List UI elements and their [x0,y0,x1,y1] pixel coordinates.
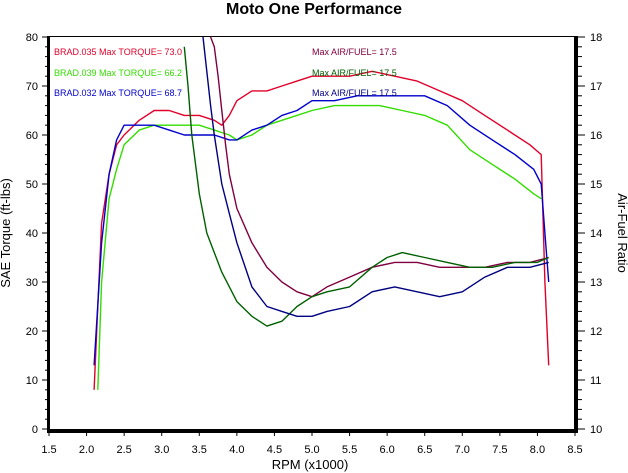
y-axis-label: SAE Torque (ft-lbs) [0,178,13,288]
series-line-afr-032 [202,36,549,317]
legend-entry-afr-035: Max AIR/FUEL= 17.5 [312,47,397,57]
y-tick-label: 10 [26,375,38,387]
x-tick-label: 7.5 [492,444,507,456]
x-tick-label: 1.5 [41,444,56,456]
x-tick-label: 5.5 [342,444,357,456]
y2-tick-label: 12 [590,326,602,338]
y2-tick-label: 15 [590,179,602,191]
legend: BRAD.035 Max TORQUE= 73.0 BRAD.039 Max T… [54,47,397,98]
y2-axis-ticks: 10 11 12 13 14 15 16 17 18 [578,32,602,436]
plot-frame-left [47,36,50,432]
x-tick-label: 4.0 [229,444,244,456]
series-line-afr-039 [183,46,549,327]
y2-tick-label: 11 [590,375,601,387]
y2-tick-label: 14 [590,228,602,240]
y-tick-label: 60 [26,130,38,142]
y-tick-label: 80 [26,32,38,44]
y-tick-label: 30 [26,277,38,289]
x-axis-label: RPM (x1000) [272,457,349,472]
chart-title: Moto One Performance [226,1,402,18]
x-tick-label: 3.0 [154,444,169,456]
y-axis-ticks: 0 10 20 30 40 50 60 70 80 [26,32,49,436]
y2-tick-label: 16 [590,130,602,142]
y2-tick-label: 17 [590,81,602,93]
plot-frame-top [47,36,575,37]
x-tick-label: 6.5 [417,444,432,456]
legend-entry-afr-039: Max AIR/FUEL= 17.5 [312,68,397,78]
x-tick-label: 8.5 [567,444,582,456]
series-line-brad-032 [93,95,550,366]
y-tick-label: 40 [26,228,38,240]
y-tick-label: 70 [26,81,38,93]
legend-entry-brad032: BRAD.032 Max TORQUE= 68.7 [54,88,182,98]
series-line-brad-039 [97,104,542,390]
y2-tick-label: 18 [590,32,602,44]
y2-axis-label: Air-Fuel Ratio [615,193,628,272]
x-tick-label: 2.0 [79,444,94,456]
x-tick-label: 3.5 [192,444,207,456]
y-tick-label: 0 [32,424,38,436]
x-tick-label: 7.0 [455,444,470,456]
series-lines [93,36,550,390]
y-tick-label: 50 [26,179,38,191]
plot-frame-right [574,36,578,433]
x-tick-label: 4.5 [267,444,282,456]
legend-entry-afr-032: Max AIR/FUEL= 17.5 [312,88,397,98]
x-tick-label: 5.0 [304,444,319,456]
legend-entry-brad039: BRAD.039 Max TORQUE= 66.2 [54,68,182,78]
x-tick-label: 6.0 [379,444,394,456]
legend-entry-brad035: BRAD.035 Max TORQUE= 73.0 [54,47,182,57]
x-tick-label: 2.5 [116,444,131,456]
x-tick-label: 8.0 [530,444,545,456]
y2-tick-label: 10 [590,424,602,436]
y-tick-label: 20 [26,326,38,338]
y2-tick-label: 13 [590,277,602,289]
series-line-brad-035 [93,70,550,390]
x-axis-ticks: 1.5 2.0 2.5 3.0 3.5 4.0 4.5 5.0 5.5 6.0 6.5 7.0 7.5 8… [41,429,583,456]
